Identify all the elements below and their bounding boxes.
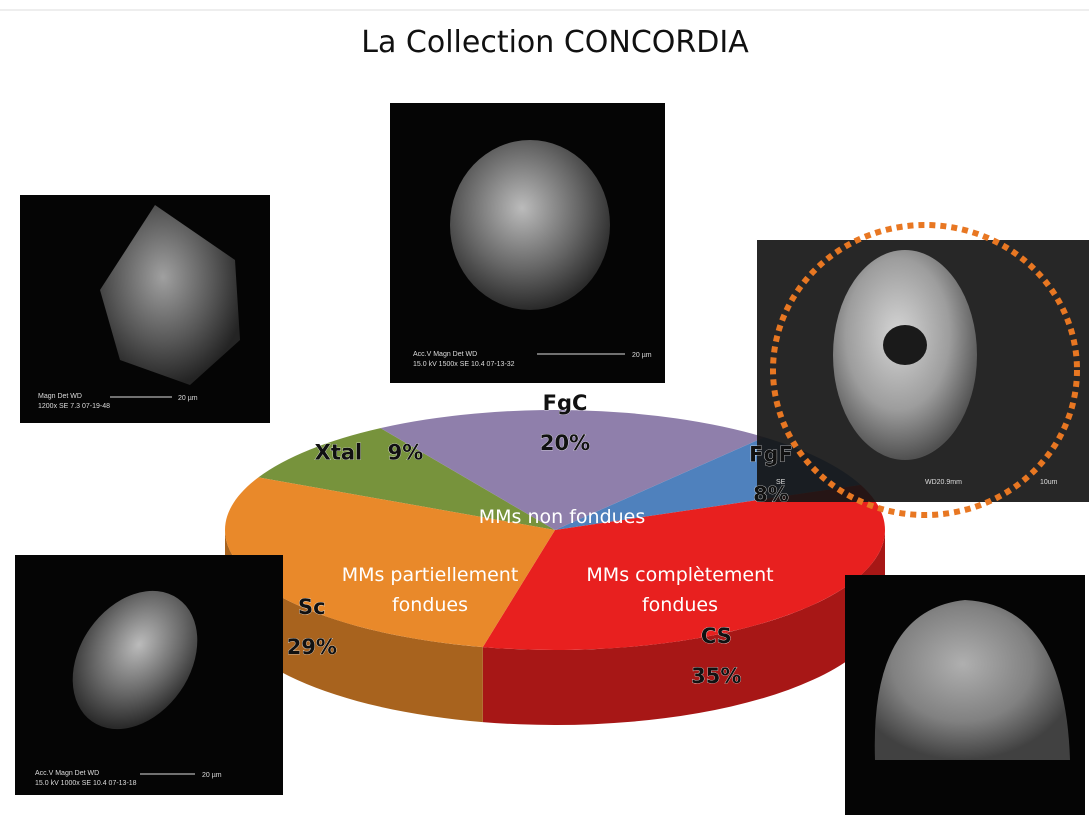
- sem-image: Magn Det WD 1200x SE 7.3 07-19-48 20 µm: [20, 195, 270, 423]
- image-caption: 1200x SE 7.3 07-19-48: [38, 403, 110, 410]
- image-caption: 15.0 kV 1000x SE 10.4 07-13-18: [35, 780, 137, 787]
- slice-value-label: 29%: [287, 635, 337, 659]
- pie-slice: [482, 484, 885, 650]
- slice-category: Sc: [298, 595, 326, 619]
- image-caption: 20 µm: [202, 772, 222, 779]
- slice-side: [224, 530, 483, 723]
- image-caption: Magn Det WD: [38, 393, 82, 400]
- image-caption: SE: [776, 479, 786, 486]
- slice-value-label: 35%: [691, 664, 741, 688]
- images: Magn Det WD 1200x SE 7.3 07-19-48 20 µm …: [15, 103, 1089, 815]
- image-caption: 20 µm: [632, 352, 652, 359]
- slice-category: FgC: [543, 391, 588, 415]
- image-caption: Acc.V Magn Det WD: [35, 770, 99, 777]
- image-caption: 10um: [1040, 479, 1058, 486]
- slice-category: Xtal: [315, 441, 363, 465]
- sem-image: Acc.V Magn Det WD 15.0 kV 1500x SE 10.4 …: [390, 103, 665, 383]
- image-caption: WD20.9mm: [925, 479, 962, 486]
- chart-title: La Collection CONCORDIA: [361, 25, 749, 60]
- slice-label: FgF 8%: [749, 443, 793, 507]
- pie-slice: [225, 477, 555, 648]
- group-label: MMs partiellement fondues: [341, 564, 519, 616]
- sem-image: Acc.V Magn Det WD 15.0 kV 1000x SE 10.4 …: [15, 555, 283, 795]
- slice-label: FgC 20%: [540, 391, 590, 455]
- slice-value-label: 8%: [753, 483, 789, 507]
- group-label: MMs non fondues: [478, 506, 646, 528]
- slice-value-label: 9%: [388, 441, 424, 465]
- slice-category: CS: [701, 624, 732, 648]
- image-caption: 20 µm: [178, 395, 198, 402]
- highlight-circle: [770, 222, 1080, 518]
- group-label: MMs complètement fondues: [586, 564, 774, 616]
- pie-slice: [380, 410, 765, 530]
- slice-value-label: 20%: [540, 431, 590, 455]
- slice-category: FgF: [749, 443, 793, 467]
- sem-image: [845, 575, 1085, 815]
- slice-labels: Xtal 9% FgC 20% FgF 8% CS 35% Sc 29%: [286, 391, 793, 689]
- slice-side: [482, 530, 885, 725]
- sem-image: SE WD20.9mm 10um: [757, 222, 1089, 518]
- image-caption: Acc.V Magn Det WD: [413, 351, 477, 358]
- slice-label: Sc 29%: [287, 595, 337, 659]
- slice-label: Xtal 9%: [315, 441, 424, 465]
- pie-slice: [258, 428, 555, 530]
- image-caption: 15.0 kV 1500x SE 10.4 07-13-32: [413, 361, 515, 368]
- slice-label: CS 35%: [691, 624, 741, 688]
